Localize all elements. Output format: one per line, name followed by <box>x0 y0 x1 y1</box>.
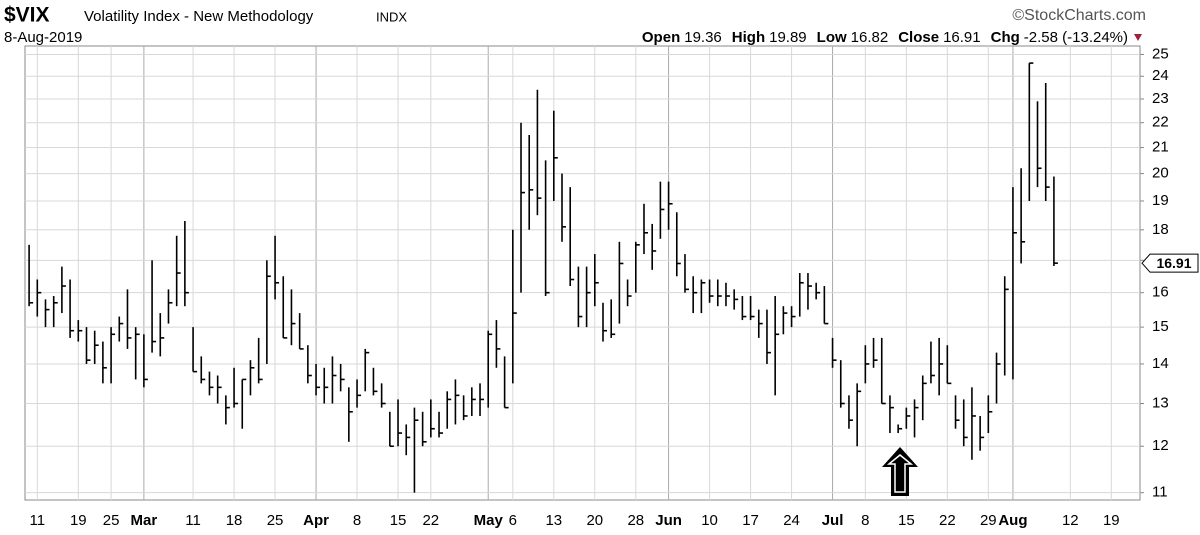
x-tick-label: 6 <box>509 512 517 529</box>
chart-title: $VIX <box>4 4 50 27</box>
down-indicator <box>1134 34 1142 41</box>
quote-label: Chg <box>991 29 1020 46</box>
y-tick-label: 24 <box>1152 67 1169 84</box>
arrow-inner <box>886 454 914 493</box>
x-tick-label: Apr <box>303 512 329 529</box>
x-tick-label: 22 <box>422 512 439 529</box>
subtitle: Volatility Index - New Methodology <box>84 8 314 25</box>
y-tick-label: 18 <box>1152 221 1169 238</box>
quote-value: 16.91 <box>943 29 981 46</box>
arrow <box>882 447 918 496</box>
y-tick-label: 23 <box>1152 90 1169 107</box>
y-tick-label: 11 <box>1152 484 1168 501</box>
x-tick-label: 15 <box>898 512 915 529</box>
y-tick-label: 22 <box>1152 114 1169 131</box>
date: 8-Aug-2019 <box>4 29 82 46</box>
quote: Open 19.36 High 19.89 Low 16.82 Close 16.91 Chg -… <box>642 29 1128 46</box>
x-tick-label: Jun <box>655 512 682 529</box>
x-tick-label: 12 <box>1062 512 1079 529</box>
quote-value: 19.89 <box>769 29 807 46</box>
x-tick-label: 20 <box>586 512 603 529</box>
x-tick-label: Aug <box>998 512 1027 529</box>
x-tick-label: 19 <box>1103 512 1120 529</box>
last-price-label: 16.91 <box>1156 255 1191 271</box>
x-tick-label: 8 <box>861 512 869 529</box>
x-tick-label: 25 <box>267 512 284 529</box>
quote-label: Close <box>898 29 939 46</box>
x-tick-label: 19 <box>70 512 87 529</box>
x-tick-label: 24 <box>783 512 800 529</box>
quote-label: Low <box>817 29 847 46</box>
x-tick-label: 13 <box>545 512 562 529</box>
quote-value: 19.36 <box>684 29 722 46</box>
x-tick-label: 18 <box>226 512 243 529</box>
y-tick-label: 14 <box>1152 355 1169 372</box>
x-tick-label: Mar <box>131 512 158 529</box>
quote-label: Open <box>642 29 680 46</box>
plot-frame <box>24 45 1141 501</box>
x-tick-label: May <box>474 512 504 529</box>
x-tick-label: Jul <box>822 512 844 529</box>
x-tick-label: 22 <box>939 512 956 529</box>
y-tick-label: 21 <box>1152 139 1169 156</box>
exchange: INDX <box>376 9 407 24</box>
x-tick-label: 11 <box>185 512 201 529</box>
x-tick-label: 28 <box>627 512 644 529</box>
x-tick-label: 25 <box>103 512 120 529</box>
y-tick-label: 25 <box>1152 45 1169 62</box>
y-tick-label: 20 <box>1152 165 1169 182</box>
last-price-tag <box>1141 253 1199 273</box>
y-tick-label: 16 <box>1152 284 1169 301</box>
y-tick-label: 13 <box>1152 394 1169 411</box>
x-tick-label: 29 <box>980 512 997 529</box>
x-tick-label: 10 <box>701 512 718 529</box>
y-tick-label: 12 <box>1152 437 1169 454</box>
quote-value: 16.82 <box>851 29 889 46</box>
y-tick-label: 15 <box>1152 318 1169 335</box>
x-tick-label: 11 <box>30 512 46 529</box>
credit: ©StockCharts.com <box>1012 7 1146 24</box>
quote-label: High <box>732 29 765 46</box>
x-tick-label: 17 <box>742 512 759 529</box>
quote-value: -2.58 (-13.24%) <box>1024 29 1128 46</box>
x-tick-label: 8 <box>353 512 361 529</box>
y-tick-label: 19 <box>1152 192 1169 209</box>
x-tick-label: 15 <box>390 512 407 529</box>
